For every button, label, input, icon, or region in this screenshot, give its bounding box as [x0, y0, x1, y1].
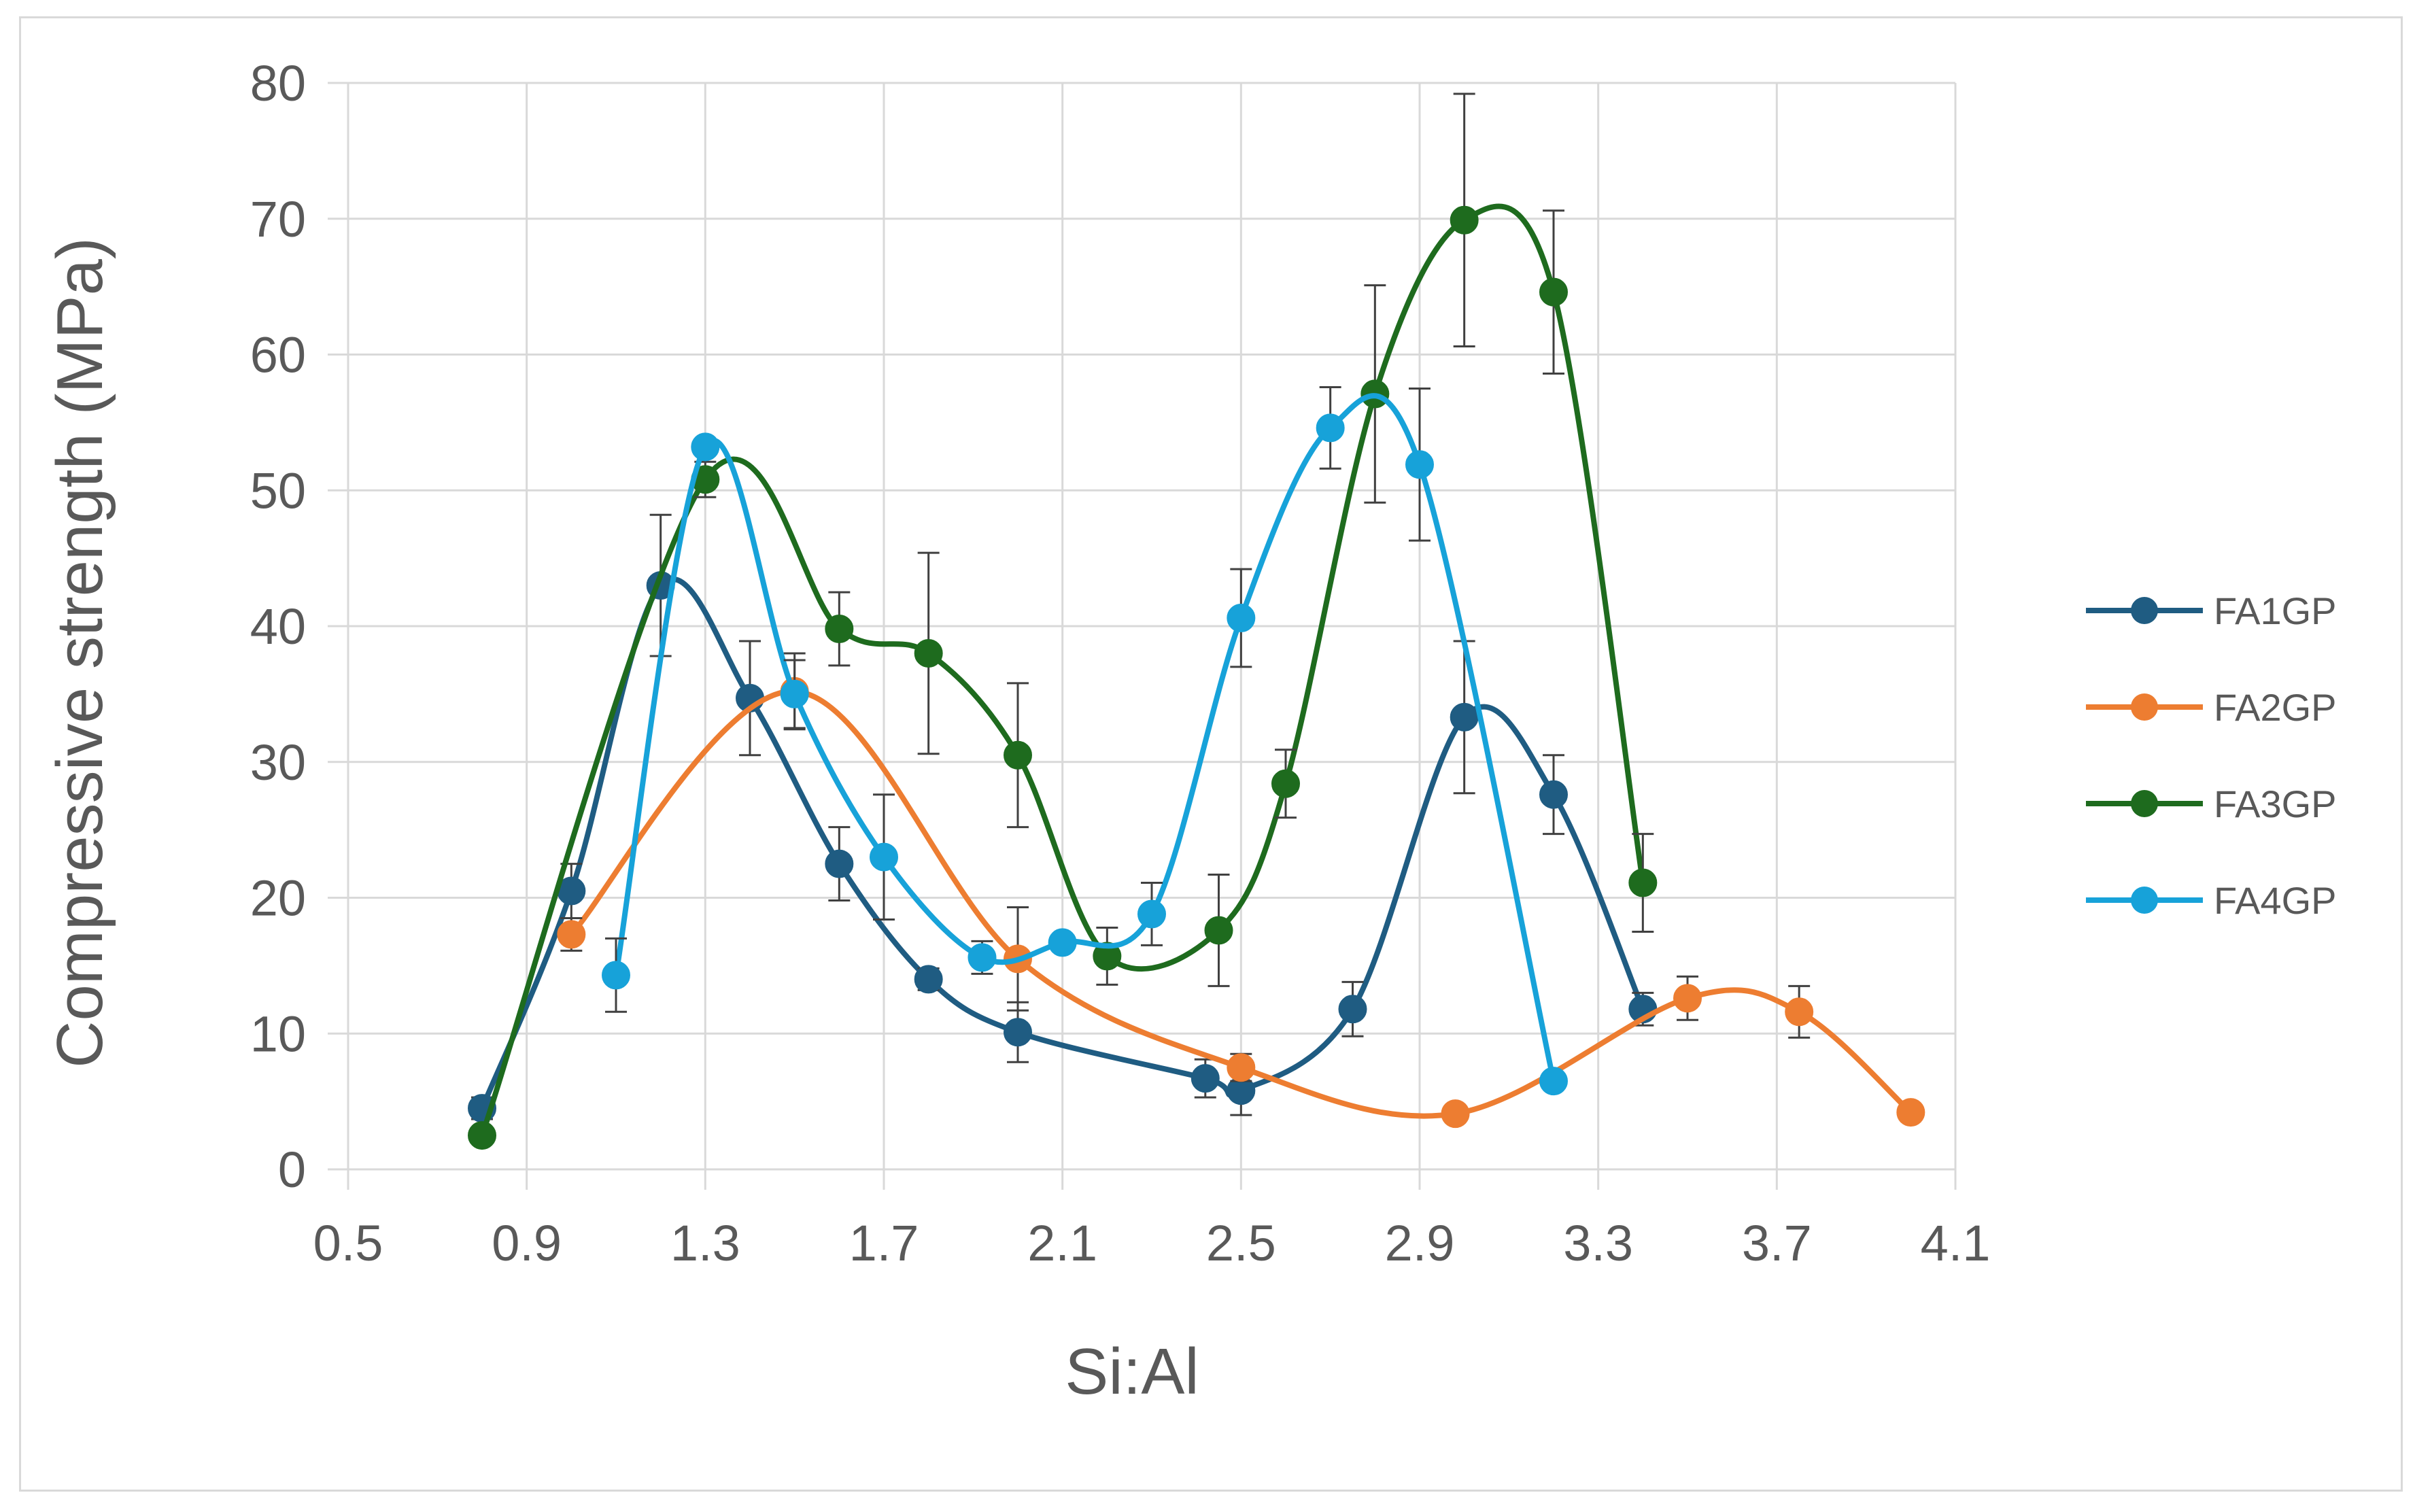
data-point	[780, 679, 809, 708]
data-point	[1338, 995, 1367, 1024]
legend-item-fa4gp: FA4GP	[2086, 879, 2337, 922]
data-point	[1628, 868, 1658, 897]
series-line	[613, 393, 1556, 1084]
y-tick-label: 50	[250, 462, 306, 519]
y-tick-label: 60	[250, 327, 306, 383]
y-tick-label: 80	[250, 55, 306, 111]
data-point	[1539, 780, 1568, 809]
y-tick-label: 20	[250, 870, 306, 927]
chart-frame	[19, 16, 2403, 1492]
x-tick-labels: 0.5 0.9 1.3 1.7 2.1 2.5 2.9 3.3 3.7 4.1	[313, 1215, 1991, 1271]
data-point	[1048, 928, 1077, 957]
legend-item-fa1gp: FA1GP	[2086, 589, 2337, 632]
y-tick-label: 40	[250, 598, 306, 655]
data-point	[1137, 899, 1166, 929]
data-point	[1004, 740, 1032, 770]
data-point	[1004, 1018, 1032, 1047]
x-tick-label: 2.5	[1206, 1215, 1276, 1271]
data-point	[825, 849, 854, 878]
y-tick-label: 0	[278, 1141, 306, 1198]
data-point	[914, 965, 943, 994]
legend-label: FA3GP	[2214, 783, 2337, 825]
data-point	[1896, 1098, 1925, 1127]
data-point	[825, 614, 854, 643]
legend-marker	[2131, 790, 2158, 817]
x-tick-label: 2.1	[1027, 1215, 1097, 1271]
data-point	[1271, 769, 1300, 798]
data-point	[1405, 450, 1434, 479]
data-point	[1539, 277, 1568, 307]
y-tick-label: 10	[250, 1006, 306, 1062]
x-tick-label: 0.5	[313, 1215, 383, 1271]
y-tick-label: 30	[250, 734, 306, 791]
data-point	[1450, 205, 1479, 235]
x-tick-label: 1.3	[670, 1215, 740, 1271]
data-point	[914, 638, 943, 668]
data-point	[1204, 916, 1233, 945]
series-fa4gp	[602, 385, 1568, 1096]
data-point	[1093, 942, 1122, 971]
x-tick-label: 2.9	[1385, 1215, 1455, 1271]
data-point	[1227, 1053, 1256, 1082]
data-point	[1450, 702, 1479, 732]
data-point	[967, 943, 997, 972]
data-point	[1539, 1067, 1568, 1096]
data-point	[870, 842, 898, 872]
x-axis-title: Si:Al	[1065, 1335, 1199, 1408]
x-tick-label: 0.9	[492, 1215, 562, 1271]
legend-item-fa2gp: FA2GP	[2086, 686, 2337, 729]
legend: FA1GP FA2GP FA3GP FA4GP	[2086, 589, 2337, 922]
data-point	[1785, 997, 1814, 1027]
x-tick-label: 4.1	[1921, 1215, 1991, 1271]
series-layer	[468, 92, 1925, 1150]
x-tick-label: 3.7	[1742, 1215, 1812, 1271]
data-point	[1191, 1064, 1220, 1093]
legend-marker	[2131, 693, 2158, 721]
y-axis-title: Compressive strength (MPa)	[44, 237, 116, 1068]
legend-item-fa3gp: FA3GP	[2086, 783, 2337, 825]
grid-lines	[328, 82, 1957, 1190]
legend-marker	[2131, 597, 2158, 624]
data-point	[557, 920, 586, 949]
data-point	[1316, 413, 1345, 443]
series-fa3gp	[468, 92, 1658, 1150]
data-point	[1227, 604, 1256, 633]
data-point	[691, 432, 720, 462]
legend-label: FA1GP	[2214, 589, 2337, 632]
legend-marker	[2131, 887, 2158, 914]
x-tick-label: 1.7	[849, 1215, 919, 1271]
data-point	[602, 961, 630, 990]
y-tick-labels: 0 10 20 30 40 50 60 70 80	[250, 55, 306, 1198]
y-tick-label: 70	[250, 191, 306, 247]
legend-label: FA2GP	[2214, 686, 2337, 729]
data-point	[1441, 1099, 1470, 1129]
legend-label: FA4GP	[2214, 879, 2337, 922]
x-tick-label: 3.3	[1563, 1215, 1633, 1271]
data-point	[1673, 984, 1702, 1013]
series-line	[479, 203, 1646, 1139]
data-point	[468, 1121, 496, 1150]
